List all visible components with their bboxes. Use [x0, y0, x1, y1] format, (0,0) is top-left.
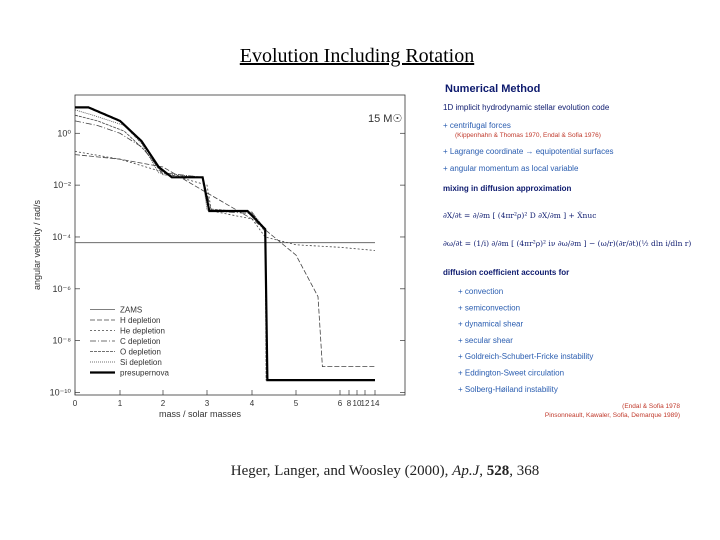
x-tick-label: 4 — [250, 399, 255, 408]
panel-intro: 1D implicit hydrodynamic stellar evoluti… — [443, 103, 610, 112]
feature: + angular momentum as local variable — [443, 164, 579, 173]
legend-label: O depletion — [120, 348, 161, 357]
y-tick-label: 10⁰ — [57, 128, 71, 138]
x-tick-label: 0 — [73, 399, 78, 408]
x-tick-label: 3 — [205, 399, 210, 408]
x-tick-label: 10 — [353, 399, 362, 408]
citation-journal: Ap.J — [451, 463, 480, 479]
citation-separator: , — [479, 463, 483, 479]
process: + Goldreich-Schubert-Fricke instability — [458, 352, 593, 361]
x-tick-label: 6 — [338, 399, 343, 408]
equation: ∂X/∂t = ∂/∂m [ (4πr²ρ)² D ∂X/∂m ] + Ẋnuc — [443, 211, 596, 220]
x-tick-label: 2 — [161, 399, 166, 408]
process: + secular shear — [458, 336, 513, 345]
citation-authors: Heger, Langer, and Woosley (2000), — [231, 463, 449, 479]
x-tick-label: 1 — [118, 399, 123, 408]
legend-label: presupernova — [120, 369, 169, 378]
citation-volume: 528 — [487, 463, 510, 479]
process: + convection — [458, 287, 503, 296]
slide-title: Evolution Including Rotation — [240, 45, 474, 67]
process-reference: Pinsonneault, Kawaler, Sofia, Demarque 1… — [545, 412, 680, 419]
chart-annotation: 15 M☉ — [368, 113, 402, 125]
method-panel: Numerical Method 1D implicit hydrodynamic… — [443, 83, 691, 419]
equation: ∂ω/∂t = (1/i) ∂/∂m [ (4πr²ρ)² iν ∂ω/∂m ]… — [443, 239, 691, 248]
citation: Heger, Langer, and Woosley (2000), Ap.J,… — [231, 463, 540, 479]
process: + Eddington-Sweet circulation — [458, 369, 564, 378]
process: + Solberg-Høiland instability — [458, 385, 558, 394]
legend-label: C depletion — [120, 337, 160, 346]
plot-frame — [74, 94, 406, 396]
process-reference: (Endal & Sofia 1978 — [622, 403, 680, 410]
y-tick-label: 10⁻² — [53, 180, 71, 190]
section-heading: mixing in diffusion approximation — [443, 184, 572, 193]
legend-label: H depletion — [120, 316, 160, 325]
y-tick-label: 10⁻⁶ — [53, 284, 72, 294]
feature: + Lagrange coordinate → equipotential su… — [443, 147, 614, 156]
y-tick-label: 10⁻⁸ — [52, 336, 71, 346]
process: + dynamical shear — [458, 320, 523, 329]
series-line — [75, 106, 375, 382]
x-tick-label: 14 — [371, 399, 380, 408]
x-tick-label: 8 — [347, 399, 352, 408]
legend-label: He depletion — [120, 327, 165, 336]
y-tick-label: 10⁻⁴ — [52, 232, 71, 242]
legend-label: Si depletion — [120, 358, 162, 367]
feature-reference: (Kippenhahn & Thomas 1970, Endal & Sofia… — [455, 132, 601, 139]
legend-label: ZAMS — [120, 306, 142, 315]
y-axis-label: angular velocity / rad/s — [32, 199, 42, 290]
process: + semiconvection — [458, 303, 520, 312]
chart: 0 1 2 3 4 5 6 8 10 12 1410⁰10⁻²10⁻⁴10⁻⁶10⁻⁸10⁻¹⁰ma… — [32, 106, 405, 419]
citation-pages: , 368 — [509, 463, 539, 479]
x-axis-label: mass / solar masses — [159, 409, 242, 419]
panel-heading: Numerical Method — [445, 83, 540, 95]
section-heading: diffusion coefficient accounts for — [443, 268, 569, 277]
feature: + centrifugal forces — [443, 121, 511, 130]
x-tick-label: 5 — [294, 399, 299, 408]
x-tick-label: 12 — [361, 399, 370, 408]
y-tick-label: 10⁻¹⁰ — [50, 387, 72, 397]
series-line — [74, 151, 376, 251]
